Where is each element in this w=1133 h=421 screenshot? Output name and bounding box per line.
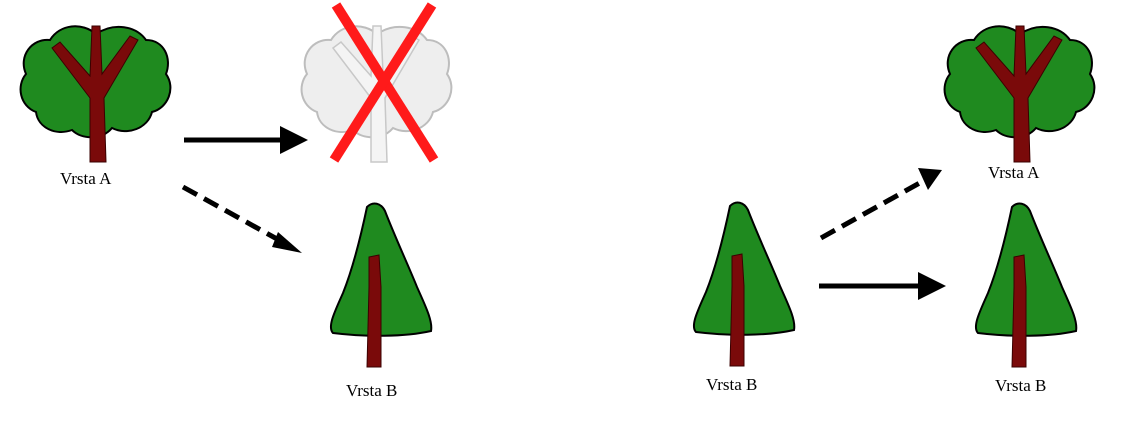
right-target-species-b-label: Vrsta B [995, 376, 1047, 395]
left-species-b-conifer-icon [329, 202, 433, 368]
right-solid-arrow [819, 272, 946, 300]
left-species-a-tree-icon [19, 25, 172, 163]
left-species-b-label: Vrsta B [346, 381, 398, 400]
left-dashed-arrow [181, 184, 302, 253]
right-target-species-a-label: Vrsta A [988, 163, 1040, 182]
right-target-species-a-tree-icon [943, 25, 1096, 163]
right-dashed-arrow [819, 168, 942, 241]
right-species-b-label: Vrsta B [706, 375, 758, 394]
right-species-b-conifer-icon [692, 201, 796, 367]
left-solid-arrow [184, 126, 308, 154]
right-target-species-b-conifer-icon [974, 202, 1078, 368]
red-cross-icon [329, 2, 439, 163]
left-species-a-label: Vrsta A [60, 169, 112, 188]
